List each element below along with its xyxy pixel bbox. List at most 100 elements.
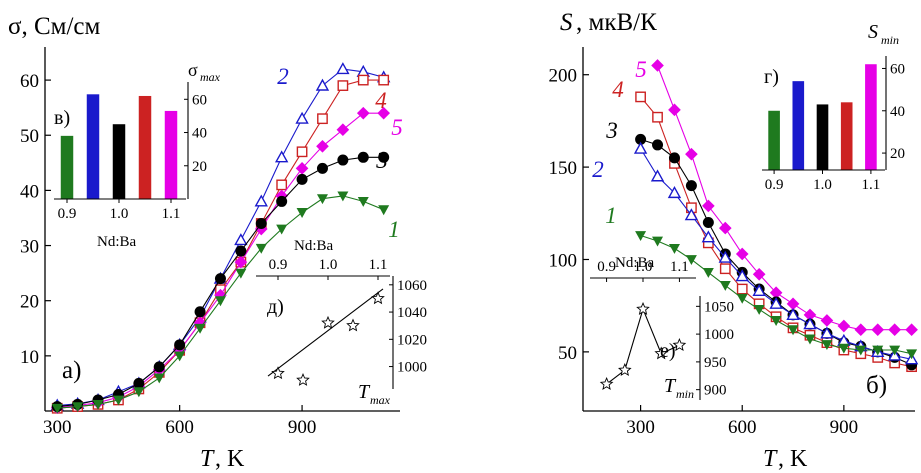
point-series-1: [753, 304, 765, 315]
point-series-5: [651, 59, 664, 72]
point-series-1: [112, 395, 124, 406]
point-series-5: [769, 286, 783, 300]
bar: [816, 104, 829, 170]
point-series-3: [255, 217, 267, 229]
bar: [792, 81, 805, 170]
inset-g-ylabel-sub: min: [881, 33, 899, 47]
y-tick-label: 200: [549, 66, 578, 87]
point-series-1: [276, 224, 288, 235]
point-series-5: [702, 199, 715, 213]
inset-e-ylabel-t: T: [664, 375, 677, 397]
point-series-2: [752, 283, 766, 296]
y-tick-label: 10: [20, 347, 39, 368]
point-series-2: [735, 269, 749, 282]
y-tick-label: 30: [20, 237, 39, 258]
point-series-5: [871, 323, 885, 337]
panel-b-xlabel-t: T: [763, 446, 778, 472]
point-series-2: [803, 317, 817, 330]
inset-d-ylabel-sub: max: [370, 393, 391, 407]
series-label-2: 2: [592, 157, 604, 182]
panel-a-xlabel-t: T: [200, 446, 215, 472]
point-series-2: [336, 62, 350, 75]
inset-x-tick-label: 1.0: [634, 259, 653, 275]
point-series-1: [337, 191, 349, 202]
series-label-3: 3: [375, 148, 388, 173]
inset-v-label: в): [54, 107, 70, 129]
inset-e-label: е): [660, 340, 676, 362]
series-label-4: 4: [375, 88, 387, 113]
point-series-1: [635, 231, 647, 241]
bar: [768, 110, 780, 170]
point-series-1: [51, 403, 63, 414]
point-series-1: [736, 293, 748, 304]
point-series-1: [719, 280, 731, 291]
inset-x-tick-label: 1.0: [110, 206, 129, 222]
series-label-1: 1: [388, 217, 400, 242]
inset-x-tick-label: 1.0: [813, 177, 832, 193]
point-series-1: [787, 325, 799, 336]
point-series-1: [92, 399, 104, 410]
point-series-1: [194, 323, 206, 334]
point-series-4: [276, 179, 288, 191]
point-series-4: [317, 113, 328, 125]
star-point: [672, 338, 687, 352]
series-label-1: 1: [605, 203, 617, 228]
point-series-2: [820, 326, 834, 339]
point-series-1: [872, 345, 884, 356]
point-series-1: [316, 194, 328, 205]
point-series-1: [72, 402, 84, 413]
point-series-3: [276, 195, 288, 207]
point-series-3: [153, 361, 165, 373]
point-series-2: [701, 230, 716, 243]
point-series-3: [357, 151, 369, 163]
point-series-3: [378, 151, 390, 163]
inset-x-tick-label: 0.9: [58, 206, 77, 222]
point-series-4: [736, 283, 748, 295]
panel-b-ylabel-unit: , мкВ/К: [576, 9, 657, 36]
inset-e-ylabel-sub: min: [676, 387, 694, 401]
inset-y-tick-label: 20: [890, 146, 905, 162]
inset-y-tick-label: 1040: [397, 305, 427, 321]
point-series-5: [336, 123, 350, 137]
inset-y-tick-label: 1000: [704, 327, 734, 343]
point-series-1: [821, 340, 833, 350]
y-tick-label: 150: [549, 158, 578, 179]
point-series-2: [769, 296, 783, 309]
point-series-2: [315, 78, 330, 91]
point-series-3: [685, 180, 697, 192]
inset-d-label: д): [267, 296, 284, 318]
point-series-5: [888, 323, 901, 337]
point-series-4: [357, 74, 369, 86]
point-series-5: [295, 162, 309, 175]
point-series-1: [855, 345, 867, 356]
point-series-1: [255, 243, 267, 254]
point-series-1: [133, 387, 145, 398]
point-series-5: [854, 323, 868, 337]
series-line-5: [656, 65, 912, 331]
point-series-1: [889, 345, 901, 356]
point-series-2: [295, 111, 309, 124]
panel-a-xlabel-unit: , K: [215, 446, 245, 472]
point-series-1: [357, 197, 369, 207]
star-point: [321, 315, 335, 329]
x-tick-label: 600: [728, 417, 757, 438]
star-point: [346, 318, 360, 332]
point-series-3: [668, 152, 680, 164]
point-series-2: [650, 169, 665, 182]
star-point: [371, 291, 385, 305]
point-series-4: [635, 91, 646, 103]
point-series-3: [214, 273, 226, 285]
point-series-1: [668, 244, 680, 254]
inset-y-tick-label: 20: [192, 159, 207, 175]
point-series-5: [837, 319, 851, 333]
bar: [840, 102, 853, 170]
point-series-5: [752, 267, 766, 281]
inset-y-tick-label: 1050: [704, 299, 734, 315]
star-point: [618, 363, 632, 377]
inset-e-xlabel: Nd:Ba: [615, 255, 655, 271]
point-series-2: [684, 208, 699, 221]
inset-x-tick-label: 1.1: [162, 206, 181, 222]
series-label-2: 2: [277, 64, 289, 89]
inset-v-ylabel: σ: [188, 60, 198, 80]
